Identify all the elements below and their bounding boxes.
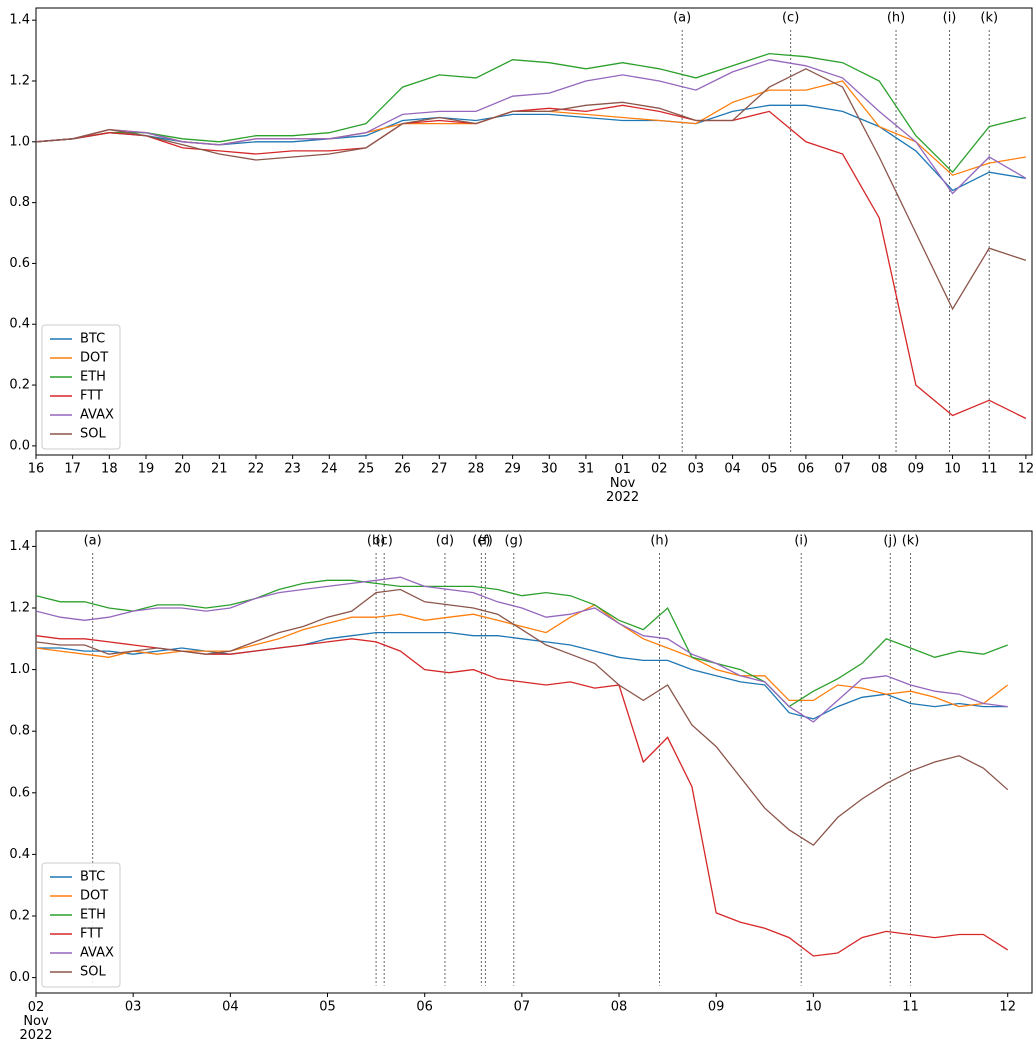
event-label: (a) [673,11,691,26]
x-tick-label: 09 [908,462,925,477]
x-tick-label: 06 [798,462,815,477]
event-label: (b) [367,534,385,549]
legend-label: DOT [80,889,108,904]
x-tick-label: 10 [944,462,961,477]
x-tick-label: 09 [708,1000,725,1015]
legend-label: BTC [80,870,105,885]
x-tick-label: 17 [64,462,81,477]
x-tick-label: 27 [431,462,448,477]
x-tick-label: 23 [284,462,301,477]
x-tick-label: 30 [541,462,558,477]
x-tick-label: 05 [319,1000,336,1015]
legend-box [41,324,121,450]
y-tick-label: 0.0 [9,438,30,453]
event-label: (f) [478,534,493,549]
plot-area [35,530,1033,994]
x-tick-label: 29 [504,462,521,477]
x-tick-label: 01 Nov 2022 [606,462,639,505]
event-label: (a) [84,534,102,549]
y-tick-label: 0.6 [9,785,30,800]
series-line [36,579,1008,708]
series-line [36,52,1027,174]
legend-label: SOL [80,965,106,980]
event-label: (c) [782,11,799,26]
x-tick-label: 10 [805,1000,822,1015]
x-tick-label: 25 [358,462,375,477]
x-tick-label: 02 [651,462,668,477]
x-tick-label: 19 [138,462,155,477]
y-tick-label: 1.2 [9,601,30,616]
x-tick-label: 05 [761,462,778,477]
x-tick-label: 04 [724,462,741,477]
event-label: (k) [902,534,920,549]
x-tick-label: 20 [174,462,191,477]
event-label: (i) [794,534,808,549]
y-tick-label: 0.4 [9,317,30,332]
x-tick-label: 03 [125,1000,142,1015]
series-line [36,576,1008,723]
event-label: (h) [887,11,905,26]
legend-label: AVAX [80,946,114,961]
x-tick-label: 06 [416,1000,433,1015]
legend-box [41,862,121,988]
plot-area [35,7,1033,456]
legend-label: AVAX [80,408,114,423]
series-line [36,68,1027,311]
x-tick-label: 11 [981,462,998,477]
y-tick-label: 0.8 [9,724,30,739]
x-tick-label: 31 [578,462,595,477]
subplot: 0.0 0.2 0.4 0.6 0.8 1.0 1.2 1.4 16 17 18 19 20 21 22 23… [9,7,1035,505]
legend-label: ETH [80,370,106,385]
x-tick-label: 16 [28,462,45,477]
event-label: (h) [650,534,668,549]
x-tick-label: 12 [1018,462,1035,477]
x-tick-label: 08 [871,462,888,477]
series-line [36,59,1027,195]
y-tick-label: 0.6 [9,256,30,271]
x-tick-label: 12 [999,1000,1016,1015]
legend-label: FTT [80,389,103,404]
legend-label: ETH [80,908,106,923]
x-tick-label: 18 [101,462,118,477]
event-label: (d) [436,534,454,549]
x-tick-label: 24 [321,462,338,477]
event-label: (i) [943,11,957,26]
event-label: (e) [472,534,490,549]
x-tick-label: 07 [514,1000,531,1015]
event-label: (c) [376,534,393,549]
series-line [36,604,1009,708]
legend-label: SOL [80,427,106,442]
event-label: (g) [505,534,523,549]
y-tick-label: 1.0 [9,134,30,149]
legend-label: FTT [80,927,103,942]
x-tick-label: 02 Nov 2022 [19,1000,52,1040]
x-tick-label: 21 [211,462,228,477]
x-tick-label: 22 [248,462,265,477]
y-tick-label: 1.2 [9,73,30,88]
legend-label: BTC [80,332,105,347]
y-tick-label: 0.8 [9,195,30,210]
x-tick-label: 08 [611,1000,628,1015]
legend-label: DOT [80,351,108,366]
series-line [36,588,1009,847]
event-label: (j) [883,534,897,549]
event-label: (k) [980,11,998,26]
series-line [36,631,1008,720]
x-tick-label: 11 [902,1000,919,1015]
y-tick-label: 0.2 [9,909,30,924]
y-tick-label: 1.0 [9,662,30,677]
y-tick-label: 1.4 [9,539,30,554]
x-tick-label: 28 [468,462,485,477]
x-tick-label: 07 [834,462,851,477]
y-tick-label: 1.4 [9,13,30,28]
x-tick-label: 26 [394,462,411,477]
y-tick-label: 0.4 [9,847,30,862]
x-tick-label: 03 [688,462,705,477]
subplot: 0.0 0.2 0.4 0.6 0.8 1.0 1.2 1.4 02 Nov 2022 03 04 05 0… [9,530,1033,1040]
y-tick-label: 0.0 [9,970,30,985]
y-tick-label: 0.2 [9,378,30,393]
x-tick-label: 04 [222,1000,239,1015]
